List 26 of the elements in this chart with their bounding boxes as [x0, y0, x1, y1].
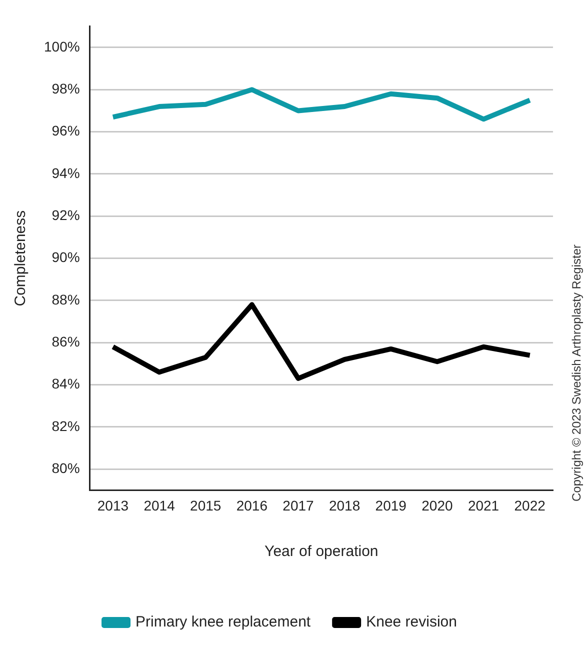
y-tick-label: 80%: [52, 460, 80, 476]
x-tick-label: 2017: [282, 497, 314, 514]
legend-label: Primary knee replacement: [136, 614, 312, 631]
y-tick-label: 86%: [52, 333, 80, 350]
y-tick-label: 98%: [52, 80, 80, 97]
x-tick-label: 2014: [144, 497, 176, 514]
x-tick-label: 2019: [375, 497, 407, 514]
x-axis-title: Year of operation: [264, 543, 378, 560]
legend-label: Knee revision: [366, 614, 457, 631]
x-tick-label: 2021: [468, 497, 500, 514]
x-tick-label: 2022: [514, 497, 546, 514]
y-tick-label: 92%: [52, 206, 80, 223]
y-tick-label: 96%: [52, 122, 80, 139]
y-tick-label: 100%: [44, 38, 80, 54]
x-tick-label: 2015: [190, 497, 222, 514]
y-tick-label: 94%: [52, 164, 80, 181]
y-tick-label: 84%: [52, 376, 80, 392]
x-tick-label: 2020: [422, 497, 453, 514]
x-tick-label: 2013: [97, 497, 129, 514]
text: Copyright © 2023 Swedish Arthroplasty Register: [569, 244, 583, 502]
x-tick-label: 2016: [236, 497, 268, 514]
y-tick-label: 88%: [52, 291, 80, 308]
y-axis-title: Completeness: [12, 210, 30, 306]
x-tick-label: 2018: [328, 497, 360, 514]
y-tick-label: 90%: [52, 249, 80, 266]
y-tick-label: 82%: [52, 418, 80, 434]
